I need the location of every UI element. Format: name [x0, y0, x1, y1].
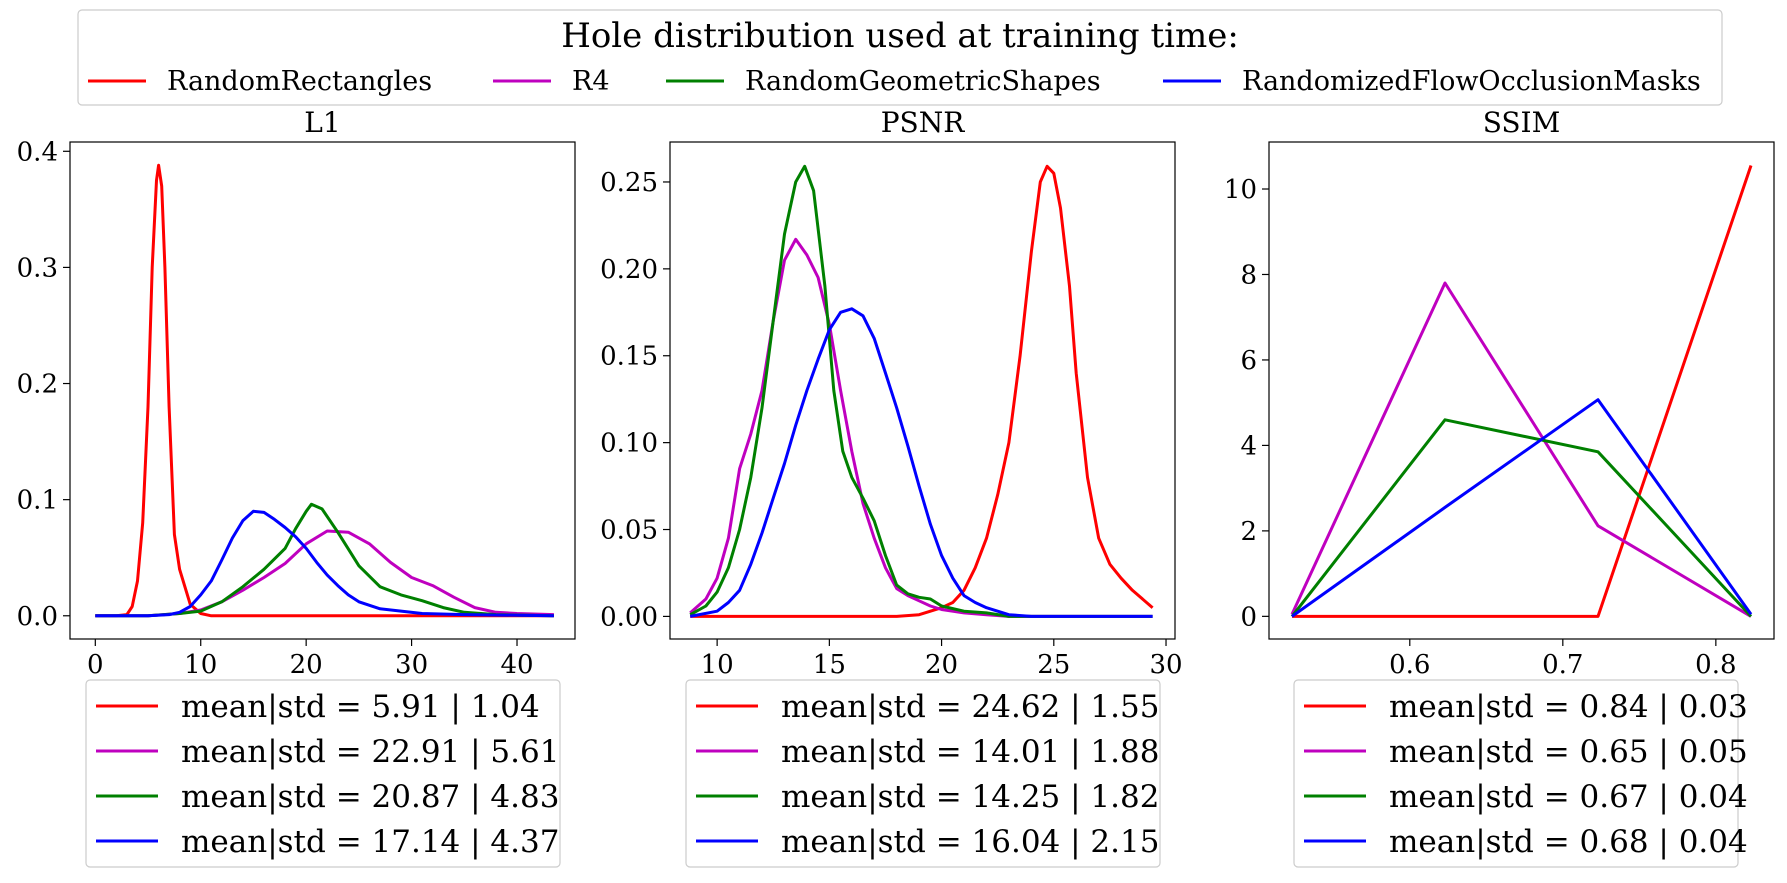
series-line-psnr-r4: [689, 237, 1153, 618]
y-tick-label-ssim-5: 10: [1224, 175, 1257, 205]
x-tick-label-l1-0: 0: [87, 650, 104, 680]
top-legend-entry-random-geometric-shapes: RandomGeometricShapes: [666, 66, 1101, 97]
y-tick-label-psnr-2: 0.10: [600, 429, 658, 459]
top-legend-frame: [77, 9, 1723, 106]
stats-legend-label-psnr-3: mean|std = 16.04 | 2.15: [781, 824, 1159, 860]
series-line-psnr-randomized-flow-occlusion-masks: [689, 307, 1153, 618]
y-tick-label-psnr-3: 0.15: [600, 342, 658, 372]
y-tick-label-l1-1: 0.1: [17, 486, 58, 516]
series-line-ssim-r4: [1290, 281, 1752, 618]
series-line-psnr-random-rectangles: [690, 164, 1154, 618]
top-legend-title: Hole distribution used at training time:: [561, 16, 1239, 56]
stats-legend-label-ssim-1: mean|std = 0.65 | 0.05: [1389, 734, 1748, 770]
series-group-psnr: [689, 164, 1154, 618]
y-tick-label-psnr-0: 0.00: [600, 602, 658, 632]
y-tick-label-l1-0: 0.0: [17, 602, 58, 632]
stats-legend-label-psnr-0: mean|std = 24.62 | 1.55: [781, 689, 1159, 725]
x-tick-label-psnr-4: 30: [1149, 650, 1182, 680]
x-tick-label-ssim-2: 0.8: [1695, 650, 1736, 680]
x-tick-label-psnr-1: 15: [813, 650, 846, 680]
top-legend: Hole distribution used at training time:…: [77, 9, 1723, 106]
stats-legend-label-l1-2: mean|std = 20.87 | 4.83: [181, 779, 559, 815]
stats-legend-label-l1-3: mean|std = 17.14 | 4.37: [181, 824, 559, 860]
y-tick-label-l1-2: 0.2: [17, 370, 58, 400]
series-line-l1-random-rectangles: [95, 163, 554, 618]
series-line-l1-randomized-flow-occlusion-masks: [95, 509, 554, 618]
stats-legend-frame-l1: [85, 679, 561, 868]
panel-title-psnr: PSNR: [881, 106, 966, 139]
x-tick-label-l1-3: 30: [395, 650, 428, 680]
stats-legend-frame-psnr: [685, 679, 1161, 868]
x-tick-label-l1-1: 10: [184, 650, 217, 680]
stats-legend-label-l1-1: mean|std = 22.91 | 5.61: [181, 734, 559, 770]
panel-l1: L1 0 10 20 30 40 0.0 0.1 0.2 0.3 0.4 mean|std = 5.9…: [17, 106, 576, 868]
panel-title-l1: L1: [304, 106, 340, 139]
top-legend-entry-randomized-flow-occlusion-masks: RandomizedFlowOcclusionMasks: [1163, 66, 1701, 97]
legend-label-random-rectangles: RandomRectangles: [167, 66, 432, 97]
y-tick-label-psnr-1: 0.05: [600, 516, 658, 546]
stats-legend-label-psnr-2: mean|std = 14.25 | 1.82: [781, 779, 1159, 815]
stats-legend-label-l1-0: mean|std = 5.91 | 1.04: [181, 689, 540, 725]
legend-label-randomized-flow-occlusion-masks: RandomizedFlowOcclusionMasks: [1242, 66, 1701, 97]
series-line-ssim-random-geometric-shapes: [1290, 418, 1753, 618]
legend-label-random-geometric-shapes: RandomGeometricShapes: [745, 66, 1101, 97]
y-tick-label-ssim-0: 0: [1240, 602, 1257, 632]
y-tick-label-psnr-4: 0.20: [600, 255, 658, 285]
x-tick-label-ssim-0: 0.6: [1389, 650, 1430, 680]
x-tick-label-l1-2: 20: [290, 650, 323, 680]
y-tick-label-l1-3: 0.3: [17, 253, 58, 283]
series-line-ssim-randomized-flow-occlusion-masks: [1291, 398, 1753, 618]
stats-legend-label-ssim-3: mean|std = 0.68 | 0.04: [1389, 824, 1748, 860]
x-tick-label-psnr-3: 25: [1037, 650, 1070, 680]
x-tick-label-ssim-1: 0.7: [1542, 650, 1583, 680]
panel-title-ssim: SSIM: [1483, 106, 1561, 139]
x-tick-label-psnr-2: 20: [925, 650, 958, 680]
stats-legend-frame-ssim: [1293, 679, 1739, 868]
series-group-l1: [95, 163, 554, 618]
x-tick-label-psnr-0: 10: [701, 650, 734, 680]
stats-legend-label-psnr-1: mean|std = 14.01 | 1.88: [781, 734, 1159, 770]
axes-frame-ssim: [1268, 141, 1775, 640]
series-line-ssim-random-rectangles: [1292, 165, 1753, 618]
y-tick-label-ssim-2: 4: [1240, 431, 1257, 461]
top-legend-entry-random-rectangles: RandomRectangles: [88, 66, 432, 97]
legend-label-r4: R4: [572, 66, 610, 97]
series-group-ssim: [1290, 165, 1753, 618]
series-line-psnr-random-geometric-shapes: [689, 164, 1153, 618]
panel-ssim: SSIM 0.6 0.7 0.8 0 2 4 6 8 10 mean|std = 0.84 | 0.…: [1224, 106, 1775, 868]
y-tick-label-ssim-4: 8: [1240, 260, 1257, 290]
y-tick-label-psnr-5: 0.25: [600, 168, 658, 198]
series-line-l1-random-geometric-shapes: [95, 502, 554, 618]
stats-legend-label-ssim-2: mean|std = 0.67 | 0.04: [1389, 779, 1748, 815]
top-legend-entry-r4: R4: [493, 66, 610, 97]
y-tick-label-ssim-3: 6: [1240, 346, 1257, 376]
y-tick-label-l1-4: 0.4: [17, 137, 58, 167]
x-tick-label-l1-4: 40: [500, 650, 533, 680]
y-tick-label-ssim-1: 2: [1240, 517, 1257, 547]
panel-psnr: PSNR 10 15 20 25 30 0.00 0.05 0.10 0.15 0.20 0.25 me…: [600, 106, 1183, 868]
axes-frame-psnr: [669, 141, 1176, 640]
axes-frame-l1: [69, 141, 576, 640]
stats-legend-label-ssim-0: mean|std = 0.84 | 0.03: [1389, 689, 1748, 725]
